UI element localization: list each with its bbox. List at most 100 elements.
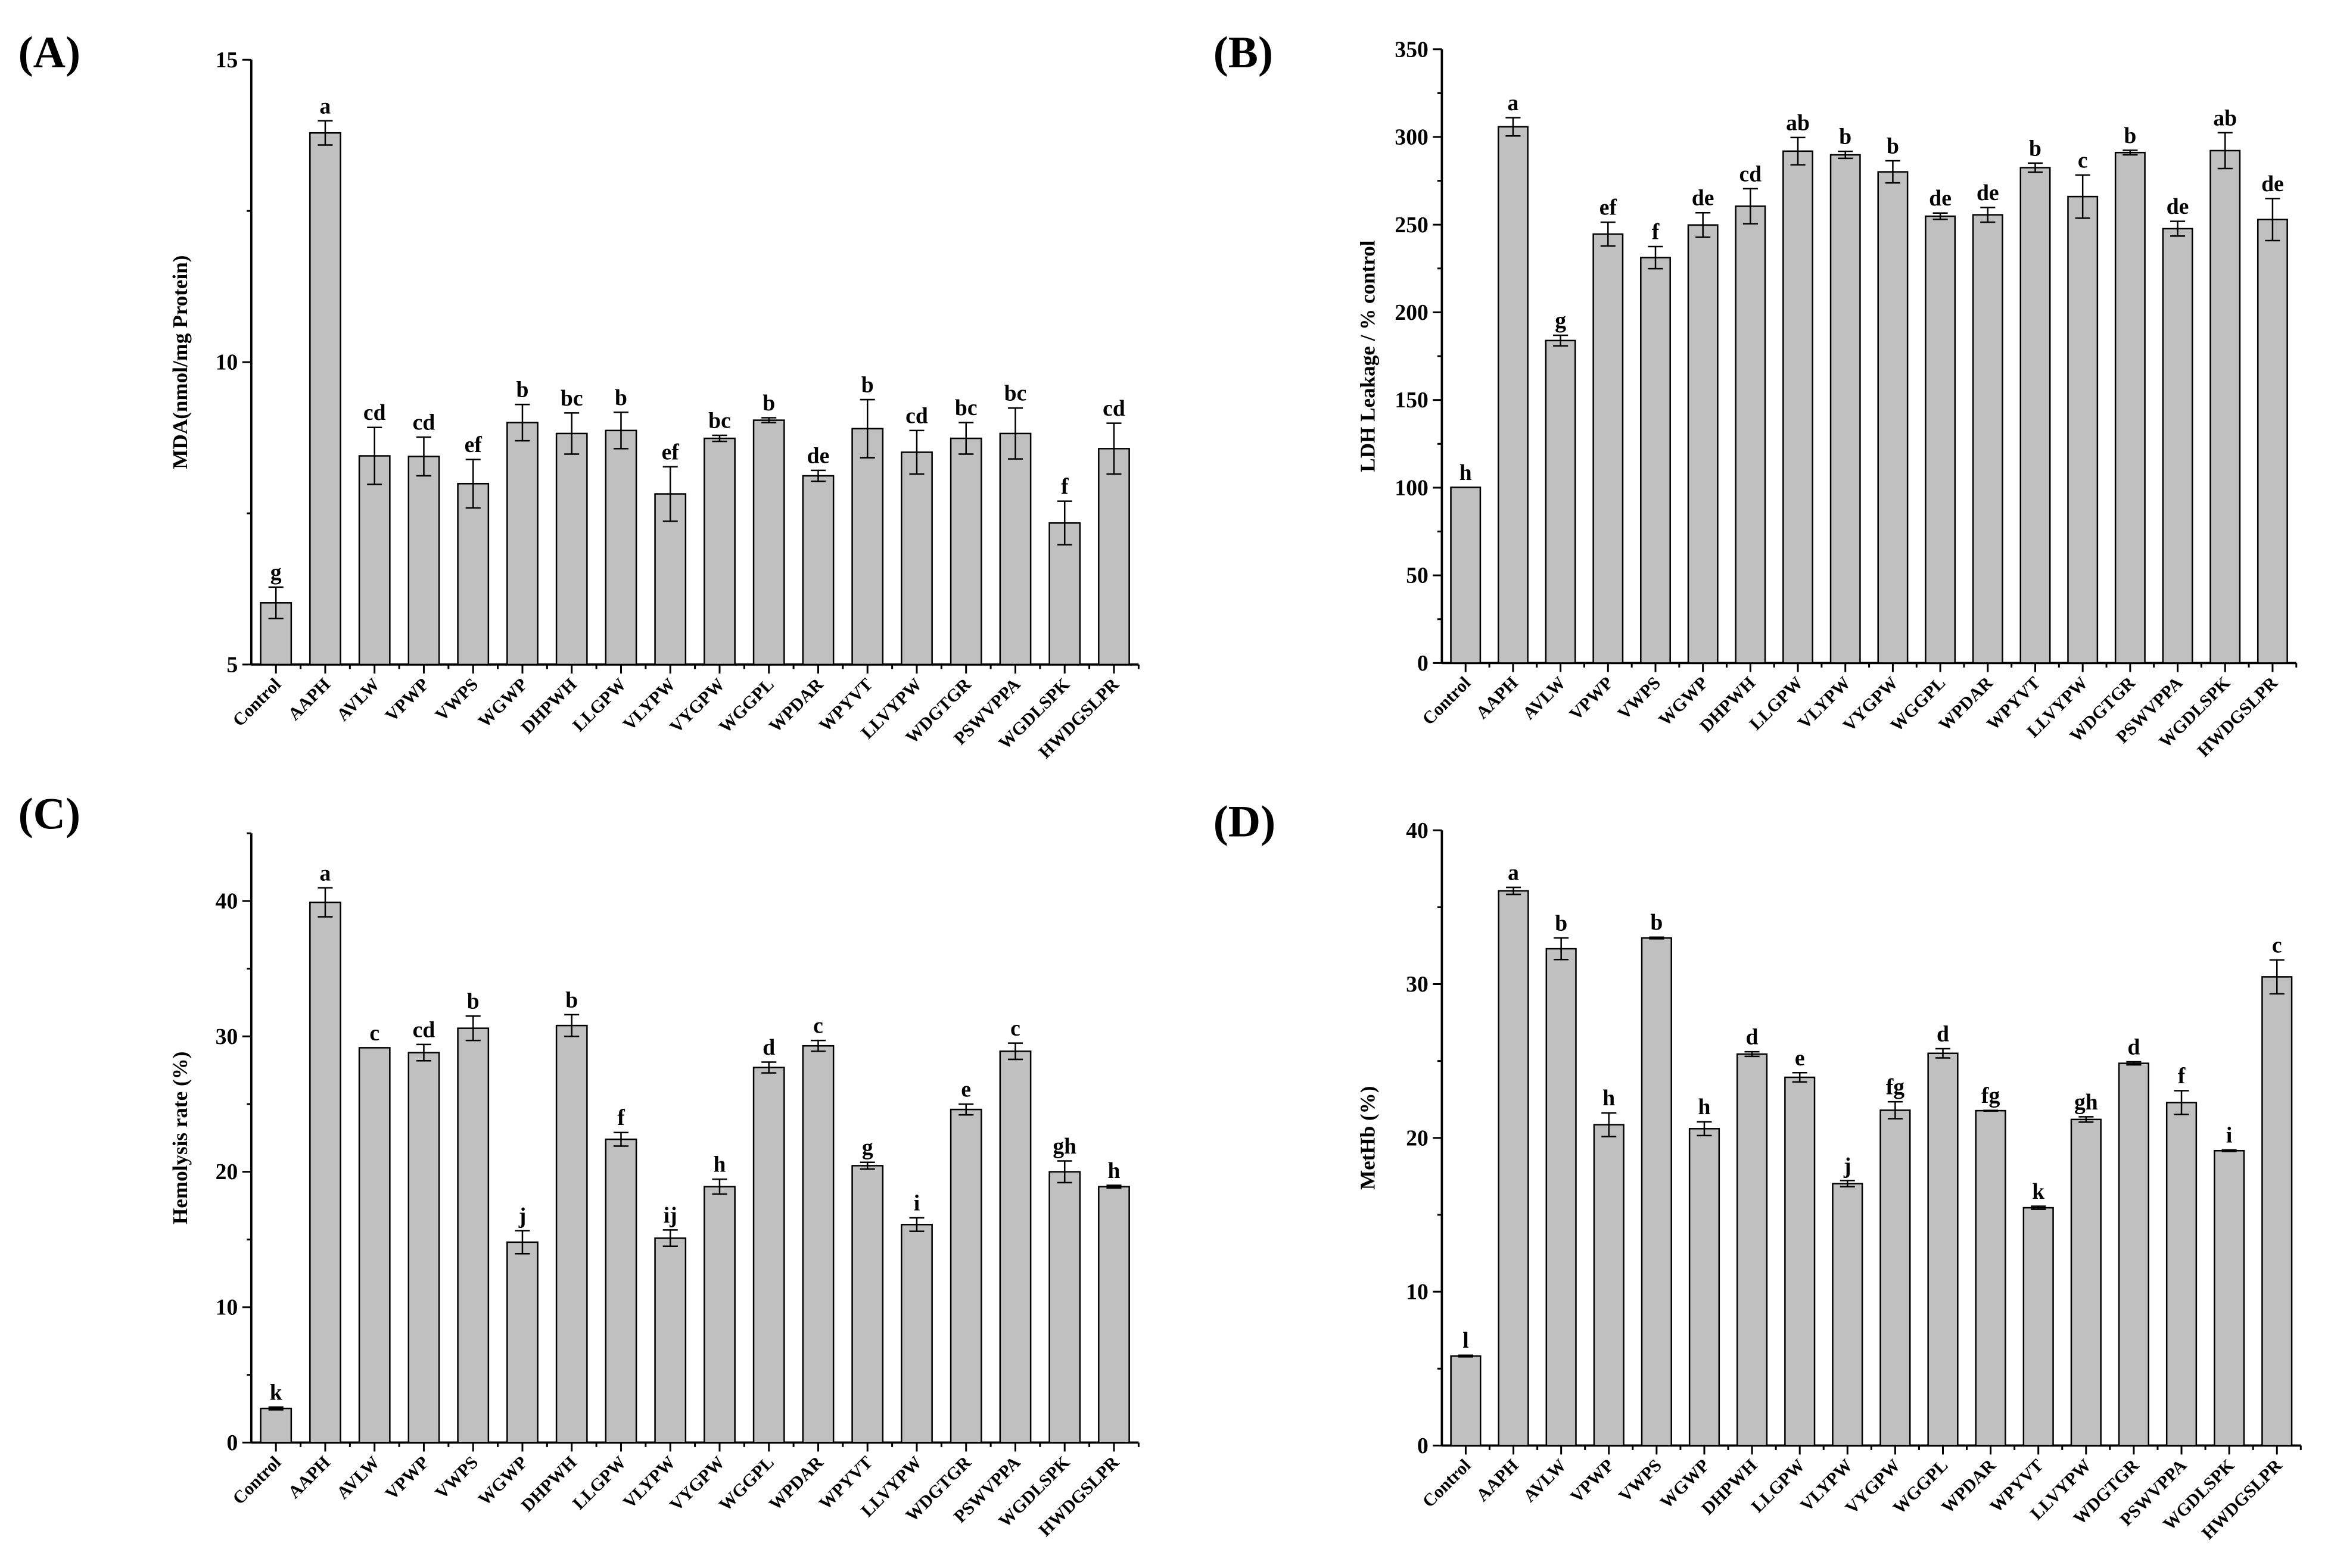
bar: [999, 1050, 1032, 1444]
x-tick-label: AVLW: [1518, 672, 1570, 724]
significance-letter: f: [2178, 1064, 2186, 1089]
bar-group-pswvppa: de: [2162, 194, 2193, 664]
bar: [1450, 1355, 1482, 1447]
bar: [802, 1045, 835, 1444]
significance-letter: b: [763, 391, 775, 416]
bar: [2165, 1102, 2198, 1447]
bar: [1687, 224, 1719, 664]
significance-letter: h: [1698, 1095, 1711, 1120]
bar-group-pswvppa: c: [999, 1016, 1032, 1444]
bar: [1545, 339, 1576, 664]
bar-group-wdgtgr: b: [2114, 123, 2146, 664]
bar: [1688, 1128, 1720, 1447]
bar-group-wgwp: b: [506, 378, 539, 666]
y-tick-label: 0: [226, 1430, 238, 1455]
significance-letter: d: [763, 1035, 775, 1060]
significance-letter: b: [467, 989, 480, 1014]
bar-group-llgpw: f: [605, 1105, 637, 1444]
panel-a: (A) MDA(nmol/mg Protein) 5 10 15 g Control a AAP…: [18, 28, 1140, 762]
y-tick-label: 350: [1395, 37, 1428, 62]
bar: [1829, 154, 1861, 664]
bar: [999, 432, 1032, 666]
bar: [2214, 1149, 2245, 1447]
bar-group-wpdar: de: [1972, 180, 2003, 664]
bar-group-vlypw: ef: [654, 439, 687, 666]
significance-letter: b: [1555, 911, 1567, 936]
bar-group-wgwp: j: [506, 1204, 539, 1444]
bar: [260, 1407, 292, 1444]
significance-letter: f: [1652, 219, 1660, 244]
bar-group-hwdgslpr: cd: [1098, 396, 1130, 666]
bar: [1450, 487, 1482, 664]
significance-letter: h: [1602, 1086, 1615, 1111]
bar-group-wpyvt: b: [851, 373, 884, 666]
significance-letter: i: [914, 1190, 920, 1215]
panel-d: (D) MetHb (%) 0 10 20 30 40 l Control a AAPH b AVLW h…: [1213, 797, 2302, 1544]
significance-letter: a: [320, 861, 331, 886]
bar: [605, 1138, 637, 1444]
significance-letter: ij: [664, 1203, 677, 1228]
bar: [851, 1165, 884, 1444]
y-tick-label: 10: [216, 350, 238, 375]
bar-group-dhpwh: cd: [1735, 161, 1766, 664]
bar-group-vlypw: b: [1829, 124, 1861, 664]
bar: [950, 437, 982, 666]
bar-group-vygpw: bc: [704, 408, 736, 666]
y-tick-label: 20: [216, 1159, 238, 1184]
x-tick-label: AVLW: [332, 674, 384, 725]
bar: [1784, 1076, 1816, 1447]
x-tick-label: AVLW: [332, 1452, 384, 1503]
bar: [309, 132, 341, 666]
significance-letter: j: [1843, 1154, 1851, 1179]
bar: [901, 1224, 933, 1444]
bar-group-llvypw: c: [2067, 148, 2099, 664]
significance-letter: e: [1795, 1046, 1805, 1071]
significance-letter: b: [2029, 136, 2041, 161]
y-tick-label: 20: [1406, 1126, 1429, 1151]
bar: [1782, 150, 1814, 664]
significance-letter: d: [1937, 1021, 1949, 1046]
bar-group-wdgtgr: d: [2118, 1034, 2150, 1447]
bar-group-wpdar: de: [802, 443, 835, 666]
bar-group-dhpwh: d: [1736, 1025, 1768, 1447]
bar-group-wgwp: h: [1688, 1095, 1720, 1447]
bar: [901, 451, 933, 666]
bar: [851, 428, 884, 666]
significance-letter: de: [1977, 180, 1999, 205]
x-tick-label: VPWP: [1566, 1455, 1618, 1507]
bar: [2070, 1118, 2102, 1447]
significance-letter: cd: [1739, 161, 1762, 186]
bar-group-vwps: f: [1640, 219, 1671, 664]
bar: [704, 437, 736, 666]
bar-group-aaph: a: [309, 93, 341, 666]
bar-group-wpdar: c: [802, 1014, 835, 1444]
bar-group-vpwp: ef: [1592, 195, 1624, 664]
significance-letter: l: [1462, 1328, 1468, 1353]
significance-letter: cd: [413, 1017, 435, 1042]
significance-letter: k: [270, 1380, 282, 1405]
bar: [407, 1052, 440, 1444]
bar: [1498, 890, 1529, 1447]
significance-letter: k: [2032, 1179, 2044, 1204]
bar-group-control: l: [1450, 1328, 1482, 1447]
bar-group-wpdar: fg: [1975, 1083, 2006, 1447]
bar: [555, 1024, 588, 1444]
y-tick-label: 15: [216, 48, 238, 73]
panel-label: (A): [18, 28, 80, 77]
bar-group-vygpw: b: [1877, 133, 1909, 664]
panel-label: (B): [1213, 28, 1273, 77]
bar-group-wggpl: d: [752, 1035, 785, 1444]
bar: [1641, 937, 1672, 1447]
x-tick-label: LLGPW: [568, 1452, 630, 1513]
significance-letter: c: [1010, 1016, 1020, 1041]
bar-group-avlw: g: [1545, 308, 1576, 664]
bar-group-avlw: cd: [358, 400, 391, 666]
significance-letter: gh: [2074, 1090, 2098, 1115]
bar-group-vlypw: ij: [654, 1203, 687, 1444]
x-tick-label: WPDAR: [765, 674, 827, 737]
y-axis-label: Hemolysis rate (%): [169, 1052, 192, 1224]
significance-letter: bc: [1004, 381, 1027, 406]
panel-label: (D): [1213, 797, 1275, 846]
x-tick-label: VPWP: [381, 1452, 433, 1504]
bar: [506, 422, 539, 666]
